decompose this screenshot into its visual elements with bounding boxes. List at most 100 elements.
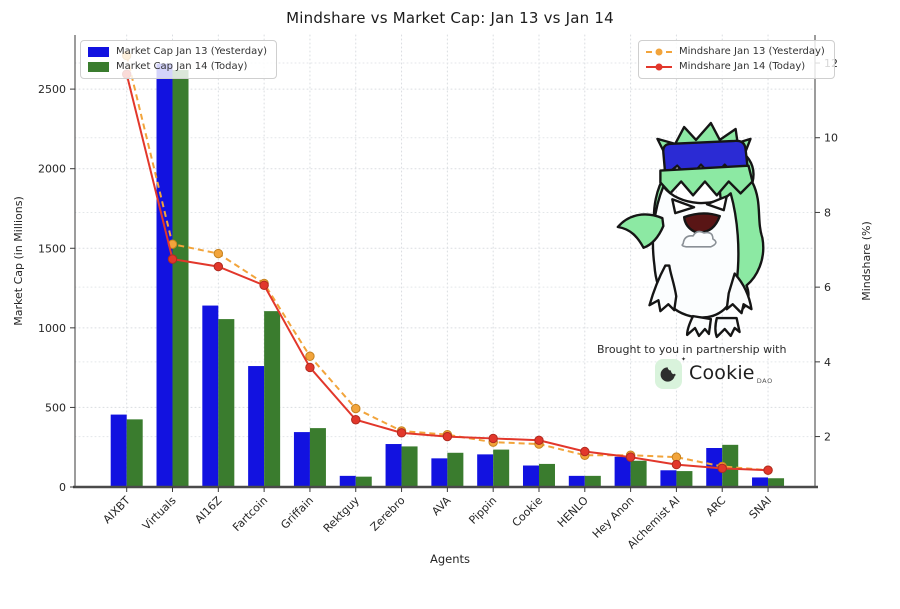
legend-label-mindshare-jan13: Mindshare Jan 13 (Yesterday)	[679, 46, 825, 57]
left-tick-label: 500	[45, 401, 66, 414]
point-jan14-AVA	[442, 431, 453, 442]
x-tick-label-Virtuals: Virtuals	[140, 494, 179, 533]
x-tick-label-Griffain: Griffain	[278, 494, 316, 532]
right-tick-label: 10	[824, 132, 838, 145]
cookie-logo-tile: ✦	[655, 356, 686, 389]
x-tick-label-ARC: ARC	[703, 494, 728, 519]
point-jan14-Alchemist AI	[671, 459, 682, 470]
sparkle-icon: ✦	[680, 356, 686, 363]
point-jan14-ARC	[717, 463, 727, 474]
point-jan14-Griffain	[305, 362, 315, 373]
point-jan14-Fartcoin	[259, 280, 269, 290]
bar-jan14-AIXBT	[126, 419, 143, 487]
bar-jan14-Cookie	[538, 463, 555, 487]
y-axis-title-right: Mindshare (%)	[860, 221, 873, 301]
cookie-logo-dao-label: DAO	[756, 377, 773, 385]
left-tick-label: 1500	[38, 242, 66, 255]
bar-jan14-SNAI	[768, 478, 785, 487]
bar-jan13-AIXBT	[110, 414, 127, 487]
x-tick-label-Zerebro: Zerebro	[368, 494, 408, 534]
bar-jan13-Griffain	[293, 432, 310, 487]
right-tick-label: 8	[824, 206, 831, 219]
point-jan14-SNAI	[763, 465, 773, 475]
mascot-foot-right	[714, 316, 741, 339]
bar-jan14-Virtuals	[172, 70, 189, 487]
y-axis-title-left: Market Cap (in Millions)	[12, 196, 25, 325]
left-tick-label: 2000	[38, 163, 66, 176]
mascot-mouth	[682, 212, 721, 234]
bar-jan14-Zerebro	[401, 446, 418, 487]
left-tick-label: 2500	[38, 83, 66, 96]
legend-row: Market Cap Jan 14 (Today)	[88, 60, 267, 74]
x-tick-label-Pippin: Pippin	[466, 494, 499, 527]
x-tick-label-Fartcoin: Fartcoin	[230, 494, 270, 534]
bar-jan14-Pippin	[493, 449, 510, 487]
point-jan14-Cookie	[534, 435, 544, 446]
x-tick-label-Cookie: Cookie	[510, 494, 546, 530]
bar-jan14-Hey Anon	[630, 460, 647, 487]
bar-jan14-Alchemist AI	[676, 471, 693, 487]
mindshare-jan13-swatch	[646, 48, 672, 56]
bar-jan13-Cookie	[522, 465, 539, 487]
mascot-chest-mark	[681, 230, 717, 248]
point-jan14-Hey Anon	[625, 452, 636, 462]
mascot-eye-left	[671, 198, 696, 215]
mascot-illustration	[616, 121, 765, 339]
bar-jan14-ARC	[722, 444, 739, 487]
bar-jan13-AI16Z	[202, 305, 219, 487]
bar-jan13-Rektguy	[339, 475, 356, 487]
bar-jan13-Fartcoin	[248, 366, 265, 487]
x-tick-label-AI16Z: AI16Z	[192, 494, 224, 526]
bar-jan14-HENLO	[584, 475, 601, 487]
point-jan14-HENLO	[580, 446, 590, 457]
mascot-fringe	[659, 164, 754, 197]
x-tick-label-Rektguy: Rektguy	[321, 494, 362, 535]
legend-row: Mindshare Jan 13 (Yesterday)	[646, 45, 825, 59]
cookie-dao-logo: ✦ Cookie DAO	[655, 356, 773, 389]
bar-jan13-AVA	[431, 458, 448, 487]
right-tick-label: 4	[824, 356, 831, 369]
legend-row: Mindshare Jan 14 (Today)	[646, 60, 825, 74]
bar-jan13-HENLO	[568, 475, 585, 487]
x-tick-label-AIXBT: AIXBT	[101, 494, 133, 526]
legend-label-marketcap-jan14: Market Cap Jan 14 (Today)	[116, 61, 248, 72]
point-jan14-Zerebro	[396, 428, 407, 438]
bar-jan13-Virtuals	[156, 63, 173, 487]
point-jan14-AI16Z	[213, 261, 224, 272]
point-jan13-Rektguy	[351, 403, 361, 414]
mindshare-jan14-swatch	[646, 63, 672, 71]
right-tick-label: 2	[824, 431, 831, 444]
bar-jan13-Hey Anon	[614, 456, 631, 487]
mascot-foot-left	[685, 314, 713, 338]
legend-mindshare: Mindshare Jan 13 (Yesterday) Mindshare J…	[638, 40, 835, 79]
legend-label-marketcap-jan13: Market Cap Jan 13 (Yesterday)	[116, 46, 268, 57]
x-tick-label-Hey Anon: Hey Anon	[590, 494, 637, 541]
mascot-hand-right	[725, 272, 753, 315]
x-axis-title: Agents	[429, 552, 471, 566]
bar-jan14-Fartcoin	[264, 311, 281, 487]
x-tick-label-AVA: AVA	[429, 494, 453, 518]
partnership-text: Brought to you in partnership with	[597, 343, 787, 356]
legend-row: Market Cap Jan 13 (Yesterday)	[88, 45, 267, 59]
point-jan14-Virtuals	[167, 254, 178, 264]
cookie-logo-wordmark: Cookie	[689, 362, 755, 384]
marketcap-jan14-swatch	[88, 62, 109, 72]
point-jan14-Pippin	[488, 433, 498, 444]
left-tick-label: 0	[59, 481, 66, 494]
bar-jan14-AVA	[447, 452, 464, 487]
bar-jan13-Zerebro	[385, 444, 402, 487]
bar-jan13-Alchemist AI	[660, 470, 677, 487]
legend-market-cap: Market Cap Jan 13 (Yesterday) Market Cap…	[80, 40, 278, 79]
left-tick-label: 1000	[38, 322, 66, 335]
bar-jan14-Griffain	[309, 428, 326, 487]
mascot-eye-right	[705, 195, 728, 212]
x-tick-label-HENLO: HENLO	[555, 494, 591, 530]
marketcap-jan13-swatch	[88, 47, 109, 57]
mascot-hand-left	[648, 264, 678, 313]
point-jan14-Rektguy	[351, 415, 361, 425]
bar-jan14-Rektguy	[355, 476, 372, 487]
point-jan13-Griffain	[305, 351, 315, 361]
legend-label-mindshare-jan14: Mindshare Jan 14 (Today)	[679, 61, 806, 72]
cookie-icon	[660, 366, 676, 382]
chart-title: Mindshare vs Market Cap: Jan 13 vs Jan 1…	[286, 9, 614, 27]
